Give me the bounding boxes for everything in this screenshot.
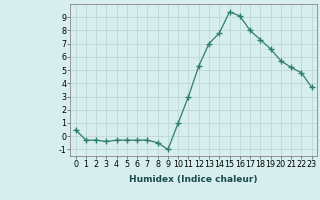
X-axis label: Humidex (Indice chaleur): Humidex (Indice chaleur) xyxy=(129,175,258,184)
